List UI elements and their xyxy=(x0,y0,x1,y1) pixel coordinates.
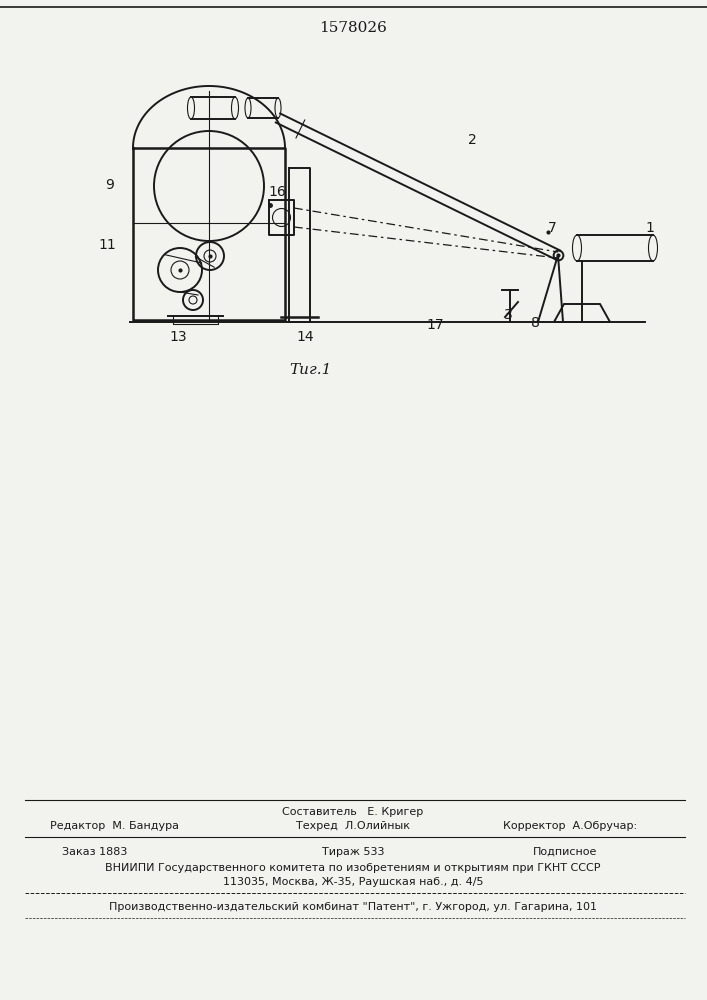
Ellipse shape xyxy=(231,97,238,119)
Ellipse shape xyxy=(573,235,581,261)
Text: ВНИИПИ Государственного комитета по изобретениям и открытиям при ГКНТ СССР: ВНИИПИ Государственного комитета по изоб… xyxy=(105,863,601,873)
Text: 1: 1 xyxy=(645,221,655,235)
Text: 8: 8 xyxy=(530,316,539,330)
Text: 16: 16 xyxy=(268,185,286,199)
Ellipse shape xyxy=(275,98,281,118)
Text: Редактор  М. Бандура: Редактор М. Бандура xyxy=(50,821,180,831)
Text: 14: 14 xyxy=(296,330,314,344)
Ellipse shape xyxy=(245,98,251,118)
Text: Производственно-издательский комбинат "Патент", г. Ужгород, ул. Гагарина, 101: Производственно-издательский комбинат "П… xyxy=(109,902,597,912)
Text: 1578026: 1578026 xyxy=(319,21,387,35)
Text: Техред  Л.Олийнык: Техред Л.Олийнык xyxy=(296,821,410,831)
Text: Τиг.1: Τиг.1 xyxy=(289,363,331,377)
Text: 2: 2 xyxy=(467,133,477,147)
Text: Тираж 533: Тираж 533 xyxy=(322,847,384,857)
Text: Составитель   Е. Кригер: Составитель Е. Кригер xyxy=(282,807,423,817)
Ellipse shape xyxy=(648,235,658,261)
Text: 9: 9 xyxy=(105,178,115,192)
Text: 113035, Москва, Ж-35, Раушская наб., д. 4/5: 113035, Москва, Ж-35, Раушская наб., д. … xyxy=(223,877,484,887)
Text: 3: 3 xyxy=(503,308,513,322)
Text: Заказ 1883: Заказ 1883 xyxy=(62,847,128,857)
Text: 11: 11 xyxy=(98,238,116,252)
Text: 7: 7 xyxy=(548,221,556,235)
Text: 13: 13 xyxy=(169,330,187,344)
Ellipse shape xyxy=(187,97,194,119)
Text: Подписное: Подписное xyxy=(533,847,597,857)
Text: 17: 17 xyxy=(426,318,444,332)
Text: Корректор  А.Обручар:: Корректор А.Обручар: xyxy=(503,821,637,831)
